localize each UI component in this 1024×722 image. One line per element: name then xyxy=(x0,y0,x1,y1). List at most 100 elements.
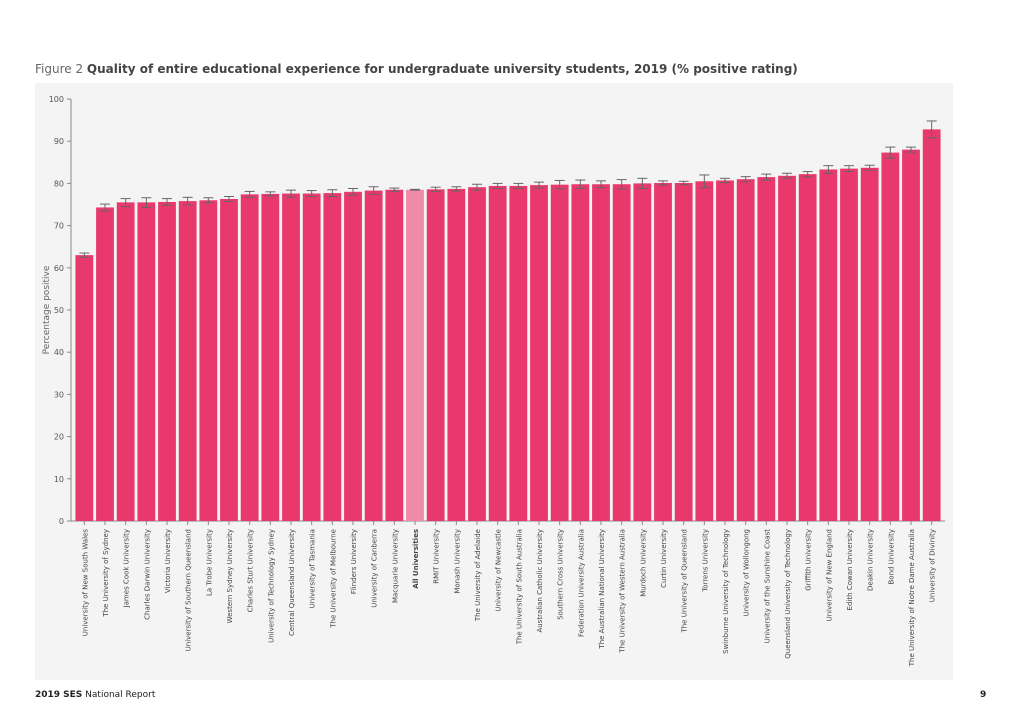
x-tick-label: The University of Notre Dame Australia xyxy=(908,529,916,667)
x-tick-label: Flinders University xyxy=(350,529,358,594)
x-tick-label: Southern Cross University xyxy=(557,529,565,620)
bar xyxy=(282,193,300,521)
x-tick-label: Griffith University xyxy=(805,529,813,591)
x-tick-label: Charles Darwin University xyxy=(143,529,151,620)
bar xyxy=(860,167,879,521)
bar xyxy=(364,190,383,521)
x-tick-label: The University of Melbourne xyxy=(329,529,337,629)
x-tick-label: Macquarie University xyxy=(391,529,399,603)
x-tick-label: University of Southern Queensland xyxy=(185,529,193,651)
y-tick-label: 70 xyxy=(54,222,64,231)
x-tick-label: University of the Sunshine Coast xyxy=(763,529,771,644)
footer-report: 2019 SES National Report xyxy=(35,690,155,700)
bar xyxy=(344,191,362,521)
bar xyxy=(550,184,569,521)
bar xyxy=(819,169,838,521)
x-tick-label: James Cook University xyxy=(123,529,131,608)
figure-title: Figure 2 Quality of entire educational e… xyxy=(35,62,798,76)
x-tick-label: University of Wollongong xyxy=(743,529,751,617)
bar xyxy=(881,152,900,521)
bar xyxy=(96,207,114,521)
bar xyxy=(798,174,817,521)
x-tick-label: University of New England xyxy=(825,529,833,621)
x-tick-label: RMIT University xyxy=(433,529,441,584)
bar xyxy=(778,175,796,521)
chart-title: Quality of entire educational experience… xyxy=(86,62,798,76)
bar xyxy=(902,149,920,521)
bar xyxy=(922,129,941,521)
x-tick-label: Monash University xyxy=(453,529,461,594)
footer-report-year: 2019 SES xyxy=(35,690,83,700)
bar xyxy=(695,181,714,521)
y-axis-title: Percentage positive xyxy=(42,265,52,354)
y-tick-label: 30 xyxy=(54,390,64,399)
bar xyxy=(509,185,528,521)
x-tick-label: Western Sydney University xyxy=(226,529,234,623)
bar xyxy=(323,193,342,521)
bar xyxy=(137,202,156,521)
x-tick-label: The University of Queensland xyxy=(681,529,689,634)
x-tick-label: Torrens University xyxy=(701,529,709,593)
bar xyxy=(261,193,280,521)
bar xyxy=(158,201,176,521)
bar xyxy=(406,189,424,521)
x-tick-label: University of Divinity xyxy=(929,529,937,602)
x-tick-label: Deakin University xyxy=(867,529,875,591)
y-tick-label: 50 xyxy=(54,306,64,315)
bar-chart: 0 10 20 30 40 50 60 70 80 90 100 Percentage positiv… xyxy=(42,95,945,667)
bar xyxy=(75,255,94,521)
bar xyxy=(716,180,734,522)
x-tick-label: Australian Catholic University xyxy=(536,529,544,633)
x-tick-label: University of New South Wales xyxy=(81,529,89,637)
bar xyxy=(385,189,404,521)
x-tick-label: The University of Western Australia xyxy=(619,529,627,654)
bar xyxy=(488,185,507,521)
y-tick-label: 80 xyxy=(54,179,64,188)
y-tick-label: 100 xyxy=(49,95,64,104)
x-tick-label: University of Tasmania xyxy=(309,529,317,608)
page-number: 9 xyxy=(980,690,987,700)
bar xyxy=(840,168,858,521)
x-tick-label: The Australian National University xyxy=(598,529,606,650)
x-tick-label: La Trobe University xyxy=(205,529,213,596)
x-tick-label: Central Queensland University xyxy=(288,529,296,636)
bar xyxy=(633,183,652,521)
y-tick-label: 40 xyxy=(54,348,64,357)
bar xyxy=(530,185,548,521)
chart-panel: 0 10 20 30 40 50 60 70 80 90 100 Percentage positiv… xyxy=(35,83,953,680)
y-tick-label: 10 xyxy=(54,475,64,484)
bar xyxy=(302,193,321,521)
bar xyxy=(199,200,218,521)
x-tick-label: University of Newcastle xyxy=(495,529,503,612)
x-tick-label: University of Technology Sydney xyxy=(267,529,275,643)
bar xyxy=(757,177,776,521)
y-tick-label: 0 xyxy=(59,517,64,526)
x-tick-label: Bond University xyxy=(887,529,895,585)
bar xyxy=(592,184,610,521)
figure-number: Figure 2 xyxy=(35,62,84,76)
bar xyxy=(468,187,486,521)
x-tick-label: University of Canberra xyxy=(371,529,379,608)
bar xyxy=(654,182,672,521)
y-tick-label: 20 xyxy=(54,433,64,442)
bar xyxy=(612,184,631,521)
x-tick-label: Charles Sturt University xyxy=(247,529,255,612)
bar xyxy=(736,179,755,521)
bar xyxy=(178,201,197,521)
y-tick-label: 90 xyxy=(54,137,64,146)
x-tick-label: The University of South Australia xyxy=(515,529,523,645)
bar xyxy=(571,184,590,521)
x-tick-label: Federation University Australia xyxy=(577,529,585,637)
x-tick-label: Murdoch University xyxy=(639,529,647,597)
x-tick-label: Curtin University xyxy=(660,529,668,588)
bar xyxy=(674,182,693,521)
bar xyxy=(116,202,135,521)
bar xyxy=(240,194,259,521)
x-tick-label: Victoria University xyxy=(164,529,172,593)
x-tick-label: All Universities xyxy=(412,529,420,589)
x-tick-label: The University of Sydney xyxy=(102,529,110,618)
y-tick-label: 60 xyxy=(54,264,64,273)
x-tick-label: Swinburne University of Technology xyxy=(722,529,730,654)
x-tick-label: Queensland University of Technology xyxy=(784,529,792,659)
x-tick-label: The University of Adelaide xyxy=(474,529,482,622)
